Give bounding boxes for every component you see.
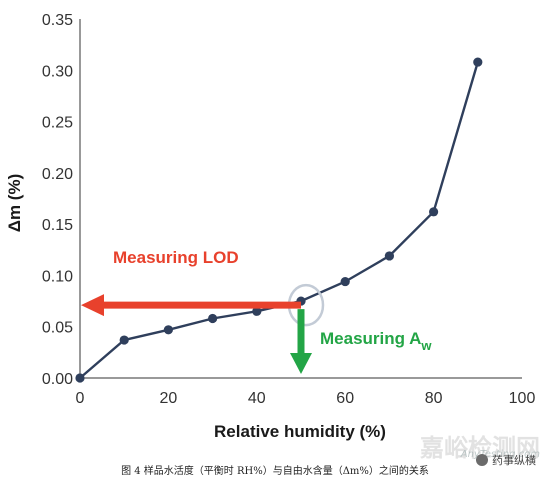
brand-icon — [476, 454, 488, 466]
x-tick-label: 40 — [248, 390, 266, 407]
x-tick-label: 0 — [76, 390, 85, 407]
aw-arrow-head — [290, 353, 312, 374]
lod-label: Measuring LOD — [113, 248, 239, 267]
y-tick-label: 0.20 — [42, 166, 73, 183]
y-tick-label: 0.00 — [42, 371, 73, 388]
y-axis-title: Δm (%) — [5, 174, 24, 233]
data-point — [473, 57, 483, 67]
y-tick-label: 0.30 — [42, 63, 73, 80]
y-tick-label: 0.35 — [42, 12, 73, 29]
brand-label: 药事纵横 — [476, 452, 536, 468]
y-tick-label: 0.10 — [42, 268, 73, 285]
x-tick-labels: 0 20 40 60 80 100 — [76, 390, 536, 407]
chart-canvas: 0.00 0.05 0.10 0.15 0.20 0.25 0.30 0.35 0 20 40 60… — [5, 12, 536, 441]
data-point — [429, 207, 439, 217]
x-tick-label: 60 — [336, 390, 354, 407]
data-point — [208, 313, 218, 324]
lod-arrow-head — [81, 294, 104, 317]
x-tick-label: 100 — [509, 390, 536, 407]
aw-label: Measuring Aw — [320, 329, 432, 353]
y-tick-labels: 0.00 0.05 0.10 0.15 0.20 0.25 0.30 0.35 — [42, 12, 73, 388]
data-point — [252, 306, 262, 316]
annotations: Measuring LOD Measuring Aw — [81, 248, 432, 374]
data-point — [119, 335, 129, 345]
data-point — [384, 251, 394, 261]
aw-label-subscript: w — [420, 338, 432, 353]
watermark-subtext: AnyTesting.com — [460, 449, 540, 460]
y-tick-label: 0.25 — [42, 115, 73, 132]
x-tick-label: 80 — [425, 390, 443, 407]
data-point — [163, 325, 173, 335]
x-tick-label: 20 — [160, 390, 178, 407]
data-point — [340, 276, 350, 287]
x-axis-title: Relative humidity (%) — [214, 422, 386, 441]
aw-label-main: Measuring A — [320, 329, 421, 348]
y-tick-label: 0.15 — [42, 217, 73, 234]
brand-text: 药事纵横 — [492, 454, 536, 467]
data-point — [75, 373, 85, 383]
figure-caption: 图 4 样品水活度（平衡时 RH%）与自由水含量（Δm%）之间的关系 — [121, 466, 429, 477]
y-tick-label: 0.05 — [42, 320, 73, 337]
